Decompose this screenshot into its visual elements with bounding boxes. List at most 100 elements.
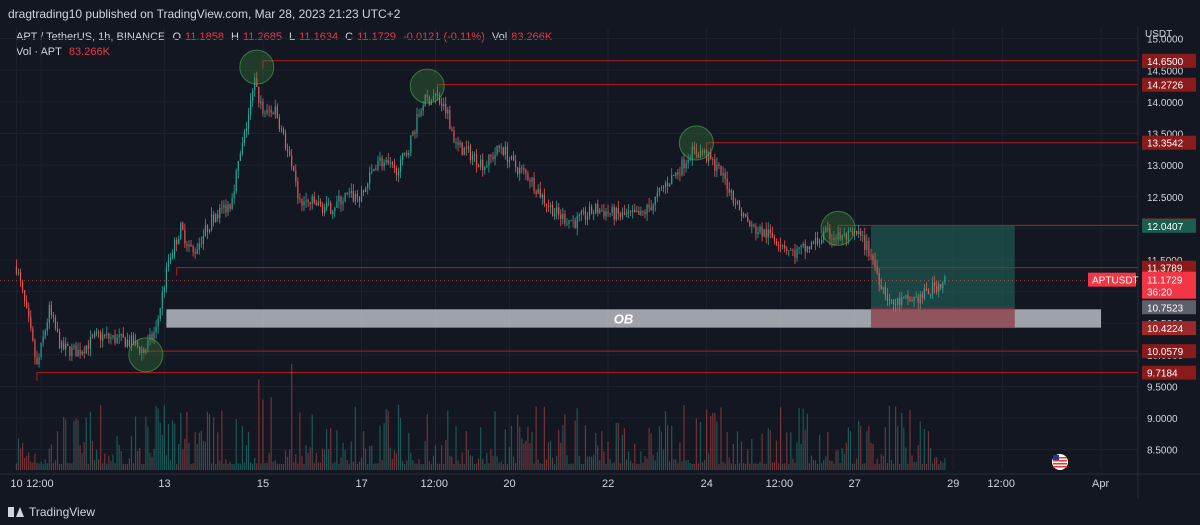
- candle-body: [734, 203, 736, 205]
- candle-body: [851, 230, 854, 234]
- volume-bar: [909, 409, 911, 470]
- volume-bar: [855, 458, 858, 470]
- volume-bar: [821, 462, 823, 470]
- volume-bar: [870, 442, 872, 470]
- volume-bar: [523, 443, 525, 470]
- volume-bar: [412, 460, 414, 470]
- volume-bar: [213, 417, 215, 470]
- candle-body: [270, 109, 272, 113]
- candle-body: [931, 282, 934, 294]
- volume-bar: [590, 456, 593, 470]
- candle-body: [95, 332, 98, 334]
- candle-body: [800, 245, 802, 248]
- volume-bar: [106, 463, 108, 470]
- candle-body: [65, 343, 67, 350]
- volume-bar: [196, 444, 198, 470]
- volume-bar: [580, 463, 582, 470]
- vol-row-label[interactable]: Vol · APT: [16, 46, 62, 58]
- volume-bar: [102, 463, 104, 470]
- volume-bar: [143, 464, 145, 470]
- candle-body: [360, 189, 363, 202]
- candle-body: [130, 335, 133, 346]
- volume-bar: [348, 463, 350, 470]
- volume-bar: [648, 427, 650, 470]
- volume-bar: [525, 440, 527, 470]
- volume-bar: [200, 430, 202, 470]
- volume-bar: [767, 428, 769, 470]
- candle-body: [907, 295, 909, 300]
- volume-bar: [147, 426, 149, 470]
- volume-bar: [835, 450, 837, 470]
- candle-body: [297, 181, 299, 199]
- candle-body: [642, 210, 644, 212]
- candle-body: [104, 334, 106, 336]
- candle-body: [858, 230, 860, 235]
- candle-body: [40, 342, 42, 358]
- candle-body: [757, 232, 759, 235]
- flag-canton: [1053, 455, 1059, 460]
- volume-bar: [247, 431, 250, 470]
- candle-body: [387, 160, 389, 164]
- candle-body: [562, 213, 564, 219]
- volume-bar: [373, 463, 375, 470]
- volume-bar: [79, 445, 81, 470]
- volume-bar: [159, 422, 161, 470]
- candle-body: [44, 330, 46, 337]
- candle-body: [56, 328, 59, 332]
- time-tick-label: 22: [602, 478, 614, 490]
- candle-body: [640, 210, 642, 215]
- volume-bar: [851, 463, 854, 470]
- volume-bar: [434, 445, 437, 470]
- candle-body: [564, 213, 566, 224]
- candle-body: [426, 94, 428, 98]
- volume-bar: [484, 463, 486, 470]
- volume-bar: [402, 461, 404, 470]
- candle-body: [461, 142, 463, 156]
- candle-body: [334, 207, 336, 212]
- candle-body: [200, 243, 202, 245]
- candle-body: [19, 272, 22, 282]
- volume-bar: [759, 461, 761, 470]
- candle-body: [617, 207, 619, 214]
- volume-bar: [609, 458, 611, 470]
- candle-body: [677, 172, 679, 175]
- candle-body: [124, 337, 126, 347]
- volume-bar: [482, 458, 484, 470]
- candle-body: [605, 211, 607, 217]
- candle-body: [743, 214, 745, 217]
- candle-body: [763, 229, 765, 237]
- candle-body: [295, 170, 297, 182]
- candle-body: [549, 204, 552, 207]
- candle-body: [441, 103, 443, 107]
- vol-label: Vol: [491, 31, 508, 43]
- volume-bar: [264, 463, 266, 470]
- volume-bar: [761, 433, 763, 470]
- candle-body: [944, 276, 946, 283]
- volume-bar: [289, 449, 291, 470]
- volume-bar: [254, 457, 256, 470]
- candle-body: [556, 207, 558, 214]
- volume-bar: [182, 449, 184, 470]
- volume-bar: [492, 455, 494, 470]
- candle-body: [233, 191, 235, 198]
- volume-bar: [432, 455, 435, 470]
- volume-bar: [496, 456, 498, 470]
- volume-bar: [471, 456, 474, 470]
- volume-bar: [736, 431, 739, 470]
- candle-body: [449, 109, 451, 130]
- volume-bar: [792, 458, 794, 470]
- volume-bar: [354, 406, 356, 470]
- volume-bar: [603, 451, 605, 470]
- volume-bar: [198, 432, 200, 470]
- candle-body: [79, 349, 81, 355]
- candle-body: [759, 226, 761, 233]
- candle-body: [880, 284, 882, 290]
- time-tick-label: Apr: [1092, 478, 1109, 490]
- volume-bar: [233, 463, 235, 470]
- candle-body: [120, 333, 122, 336]
- volume-bar: [323, 449, 326, 470]
- volume-bar: [56, 431, 59, 470]
- volume-bar: [303, 463, 305, 470]
- symbol-title[interactable]: APT / TetherUS, 1h, BINANCE: [16, 31, 166, 43]
